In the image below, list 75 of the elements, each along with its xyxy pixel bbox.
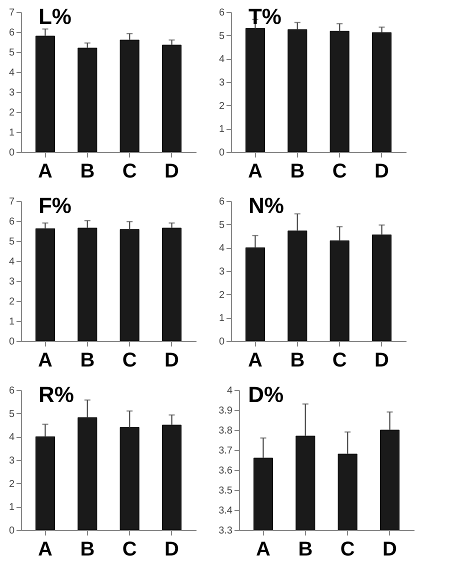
x-tick-label: A <box>248 160 262 182</box>
y-tick-label: 1 <box>8 502 15 514</box>
y-tick-label: 3.5 <box>218 486 233 496</box>
x-tick-label: A <box>38 160 52 182</box>
y-tick-label: 1 <box>8 316 15 328</box>
y-tick-label: 2 <box>8 108 15 118</box>
x-tick-label: B <box>290 350 305 372</box>
y-tick-label: 3 <box>218 78 225 88</box>
x-tick-label: D <box>164 350 179 372</box>
chart-title: T% <box>248 4 282 29</box>
x-tick-label: A <box>248 350 262 372</box>
x-tick-label: A <box>38 538 52 560</box>
x-tick-label: C <box>122 160 137 182</box>
y-tick-label: 1 <box>218 124 225 136</box>
y-tick-label: 5 <box>8 236 15 248</box>
y-tick-label: 6 <box>218 196 225 208</box>
x-tick-label: C <box>122 350 137 372</box>
y-tick-label: 3.4 <box>218 506 233 516</box>
x-tick-label: B <box>298 538 313 560</box>
y-tick-label: 0 <box>218 148 225 158</box>
y-tick-label: 3.8 <box>218 426 233 436</box>
y-tick-label: 3.9 <box>218 406 233 416</box>
y-tick-label: 4 <box>218 54 225 66</box>
x-tick-label: D <box>382 538 397 560</box>
y-tick-label: 0 <box>218 336 225 348</box>
y-tick-label: 5 <box>218 30 225 42</box>
x-tick-label: C <box>332 350 347 372</box>
y-tick-label: 3.6 <box>218 466 233 476</box>
chart-title: L% <box>38 4 72 29</box>
y-tick-label: 0 <box>8 526 15 536</box>
x-tick-label: A <box>256 538 270 560</box>
x-tick-label: D <box>374 350 389 372</box>
y-tick-label: 2 <box>218 290 225 301</box>
y-tick-label: 0 <box>8 336 15 348</box>
y-tick-label: 1 <box>218 313 225 324</box>
y-tick-label: 3.7 <box>218 446 233 456</box>
x-tick-label: A <box>38 350 52 372</box>
y-tick-label: 5 <box>8 48 15 58</box>
y-tick-label: 4 <box>8 256 15 268</box>
y-tick-label: 4 <box>218 243 225 254</box>
y-tick-label: 2 <box>218 100 225 112</box>
x-tick-label: D <box>164 160 179 182</box>
y-tick-label: 3 <box>8 276 15 288</box>
x-tick-label: D <box>164 538 179 560</box>
x-tick-label: C <box>332 160 347 182</box>
y-tick-label: 3 <box>8 456 15 466</box>
y-tick-label: 2 <box>8 296 15 308</box>
chart-title: F% <box>38 193 72 218</box>
y-tick-label: 5 <box>218 220 225 231</box>
y-tick-label: 6 <box>8 386 15 396</box>
x-tick-label: D <box>374 160 389 182</box>
x-tick-label: C <box>340 538 355 560</box>
y-tick-label: 5 <box>8 408 15 420</box>
chart-title: N% <box>248 193 284 218</box>
y-tick-label: 2 <box>8 478 15 490</box>
y-tick-label: 1 <box>8 128 15 138</box>
y-tick-label: 3 <box>218 266 225 278</box>
y-tick-label: 6 <box>218 8 225 18</box>
chart-title: R% <box>38 382 74 407</box>
y-tick-label: 4 <box>8 432 15 444</box>
y-tick-label: 0 <box>8 148 15 158</box>
y-tick-label: 4 <box>8 68 15 78</box>
chart-title: D% <box>248 382 284 407</box>
y-tick-label: 6 <box>8 216 15 228</box>
x-tick-label: C <box>122 538 137 560</box>
y-tick-label: 7 <box>8 196 15 208</box>
x-tick-label: B <box>80 160 95 182</box>
y-tick-label: 4 <box>226 386 233 396</box>
y-tick-label: 7 <box>8 8 15 18</box>
x-tick-label: B <box>80 350 95 372</box>
x-tick-label: B <box>290 160 305 182</box>
y-tick-label: 3 <box>8 88 15 98</box>
y-tick-label: 6 <box>8 28 15 38</box>
x-tick-label: B <box>80 538 95 560</box>
y-tick-label: 3.3 <box>218 526 233 536</box>
